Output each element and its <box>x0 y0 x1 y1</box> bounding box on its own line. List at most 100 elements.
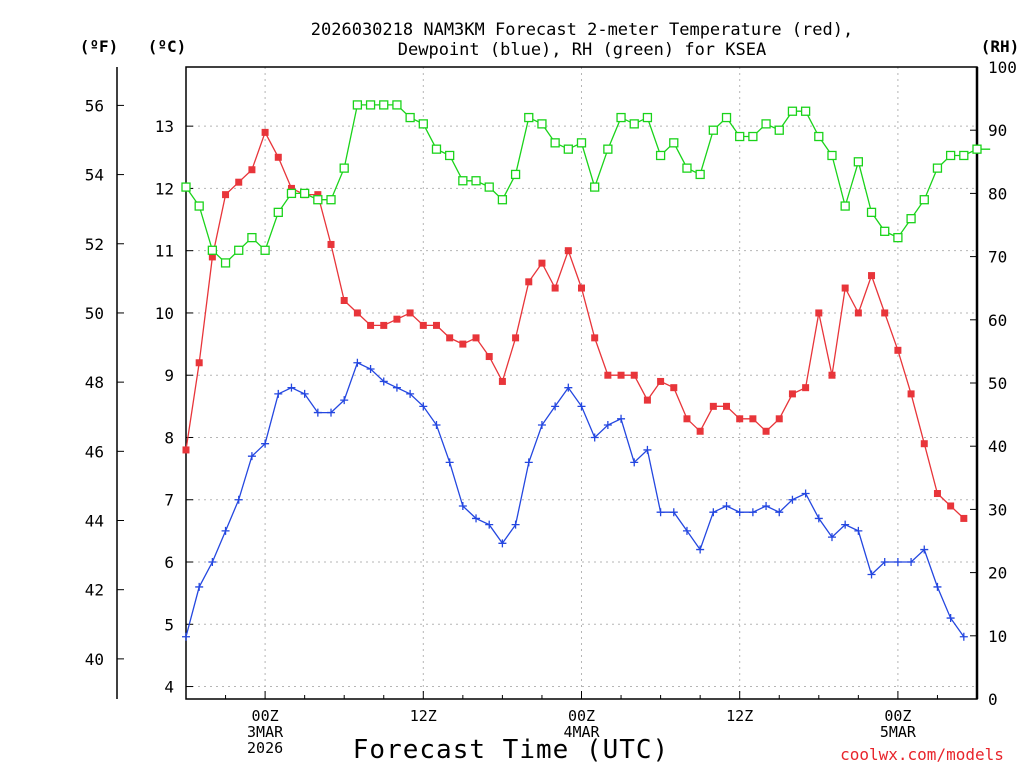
dewpoint-point <box>788 495 797 504</box>
temperature-point <box>393 315 401 323</box>
dewpoint-point <box>392 383 401 392</box>
rh-point <box>247 232 257 243</box>
rh-point <box>695 169 705 180</box>
dewpoint-point <box>445 458 454 467</box>
fahrenheit-tick-label: 54 <box>85 166 104 185</box>
dewpoint-point <box>709 508 718 517</box>
temperature-point <box>709 402 717 410</box>
dewpoint-point <box>801 489 810 498</box>
rh-point <box>234 245 244 255</box>
rh-point <box>510 169 521 180</box>
temperature-point <box>604 371 612 379</box>
dewpoint-point <box>208 558 217 567</box>
temperature-point <box>525 278 533 286</box>
dewpoint-point <box>867 570 876 579</box>
rh-point <box>748 131 758 142</box>
dewpoint-line <box>185 361 965 638</box>
temperature-point <box>670 384 678 392</box>
rh-point <box>313 195 323 205</box>
dewpoint-point <box>313 408 322 417</box>
temperature-point <box>723 402 731 410</box>
dewpoint-point <box>327 408 336 417</box>
rh-point <box>735 131 745 142</box>
rh-point <box>273 207 283 218</box>
rh-point <box>365 100 376 110</box>
celsius-tick-label: 7 <box>164 491 174 510</box>
dewpoint-point <box>696 545 705 554</box>
dewpoint-point <box>775 508 784 517</box>
temperature-point <box>828 371 836 379</box>
fahrenheit-tick-label: 44 <box>85 512 104 531</box>
rh-point <box>629 119 639 129</box>
rh-point <box>392 100 402 110</box>
temperature-point <box>485 353 493 361</box>
dewpoint-point <box>735 508 744 517</box>
rh-tick-label: 0 <box>988 690 998 709</box>
rh-point <box>932 163 943 173</box>
dewpoint-point <box>511 520 520 529</box>
dewpoint-point <box>234 495 243 504</box>
x-tick-label: 4MAR <box>563 723 600 741</box>
temperature-point <box>868 272 876 280</box>
rh-point <box>220 258 231 268</box>
rh-point <box>655 150 666 161</box>
dewpoint-point <box>564 383 573 392</box>
rh-tick-label: 90 <box>988 121 1007 140</box>
rh-tick-label: 70 <box>988 248 1007 267</box>
tick-labels: 4567891011121340424446485052545601020304… <box>85 58 1017 757</box>
fahrenheit-tick-label: 46 <box>85 442 104 461</box>
temperature-point <box>314 191 322 199</box>
dewpoint-point <box>946 614 955 623</box>
temperature-point <box>551 284 559 292</box>
rh-point <box>945 150 956 161</box>
temperature-point <box>775 415 783 423</box>
dewpoint-point <box>893 558 902 567</box>
celsius-tick-label: 8 <box>164 428 174 447</box>
dewpoint-point <box>524 458 533 467</box>
dewpoint-point <box>669 508 678 517</box>
dewpoint-point <box>379 377 388 386</box>
temperature-point <box>920 440 928 448</box>
dewpoint-point <box>406 389 415 398</box>
dewpoint-point <box>261 439 270 448</box>
temperature-point <box>630 371 638 379</box>
rh-point <box>919 195 929 205</box>
rh-point <box>299 188 310 199</box>
dewpoint-point <box>907 558 916 567</box>
rh-point <box>563 144 573 154</box>
rh-point <box>352 100 363 110</box>
celsius-tick-label: 11 <box>155 242 174 261</box>
fahrenheit-unit-label: (ºF) <box>80 37 119 56</box>
chart-title-line-2: Dewpoint (blue), RH (green) for KSEA <box>398 40 766 60</box>
rh-unit-label: (RH) <box>981 37 1020 56</box>
temperature-point <box>696 427 704 435</box>
rh-tick-label: 50 <box>988 374 1007 393</box>
rh-point <box>959 150 969 161</box>
rh-point <box>642 112 653 123</box>
dewpoint-point <box>458 501 467 510</box>
dewpoint-point <box>300 389 309 398</box>
rh-point <box>576 138 587 148</box>
rh-tick-label: 60 <box>988 311 1007 330</box>
dewpoint-point <box>656 508 665 517</box>
dewpoint-point <box>537 421 546 430</box>
rh-tick-label: 10 <box>988 627 1007 646</box>
fahrenheit-tick-label: 48 <box>85 373 104 392</box>
credit-text: coolwx.com/models <box>840 745 1004 764</box>
temperature-point <box>591 334 599 342</box>
rh-point <box>853 157 863 167</box>
rh-point <box>405 112 415 123</box>
dewpoint-point <box>880 558 889 567</box>
rh-point <box>800 106 811 116</box>
rh-point <box>339 163 349 173</box>
temperature-point <box>947 502 955 510</box>
temperature-point <box>327 240 335 248</box>
temperature-point <box>432 321 440 329</box>
temperature-point <box>287 184 295 192</box>
fahrenheit-tick-label: 52 <box>85 235 104 254</box>
temperature-point <box>274 153 282 161</box>
rh-point <box>866 207 877 218</box>
dewpoint-point <box>195 582 204 591</box>
chart-axes <box>116 66 979 700</box>
rh-point <box>603 144 613 154</box>
